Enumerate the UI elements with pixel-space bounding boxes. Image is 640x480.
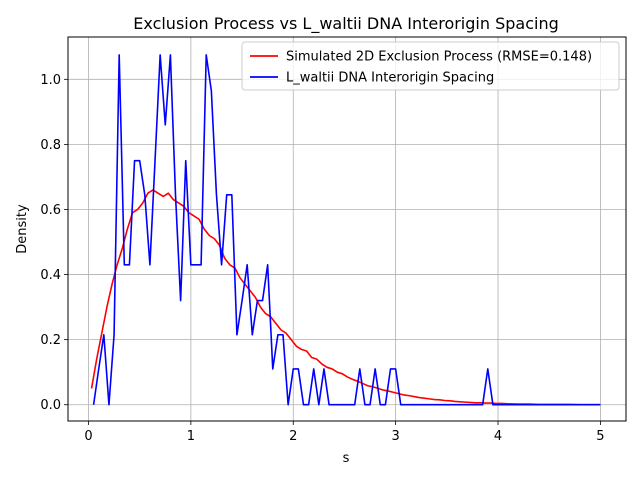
series-line-1	[90, 189, 601, 406]
axis-ticks: 0 1 2 3 4 5 0.0 0.2 0.4 0.6 0.8 1.0	[40, 73, 604, 444]
y-tick-label: 0.6	[40, 203, 61, 218]
x-tick-label: 3	[391, 429, 399, 444]
x-tick-label: 2	[289, 429, 297, 444]
plot-frame	[67, 36, 627, 422]
x-tick-label: 0	[84, 429, 92, 444]
y-tick-label: 0.8	[40, 138, 61, 153]
y-tick-label: 1.0	[40, 73, 61, 88]
series-line-2	[92, 54, 601, 406]
series-layer	[90, 54, 601, 406]
y-tick-label: 0.0	[40, 398, 61, 413]
grid-lines	[68, 37, 626, 421]
legend-label-1: Simulated 2D Exclusion Process (RMSE=0.1…	[286, 50, 592, 65]
legend-label-2: L_waltii DNA Interorigin Spacing	[286, 71, 494, 86]
chart-title: Exclusion Process vs L_waltii DNA Intero…	[133, 14, 558, 34]
y-tick-label: 0.2	[40, 333, 61, 348]
x-axis-label: s	[343, 451, 350, 466]
legend: Simulated 2D Exclusion Process (RMSE=0.1…	[241, 41, 620, 91]
x-tick-label: 1	[187, 429, 195, 444]
y-axis-label: Density	[15, 204, 30, 254]
x-tick-label: 5	[596, 429, 604, 444]
x-tick-label: 4	[494, 429, 502, 444]
y-tick-label: 0.4	[40, 268, 61, 283]
legend-box	[241, 41, 620, 91]
